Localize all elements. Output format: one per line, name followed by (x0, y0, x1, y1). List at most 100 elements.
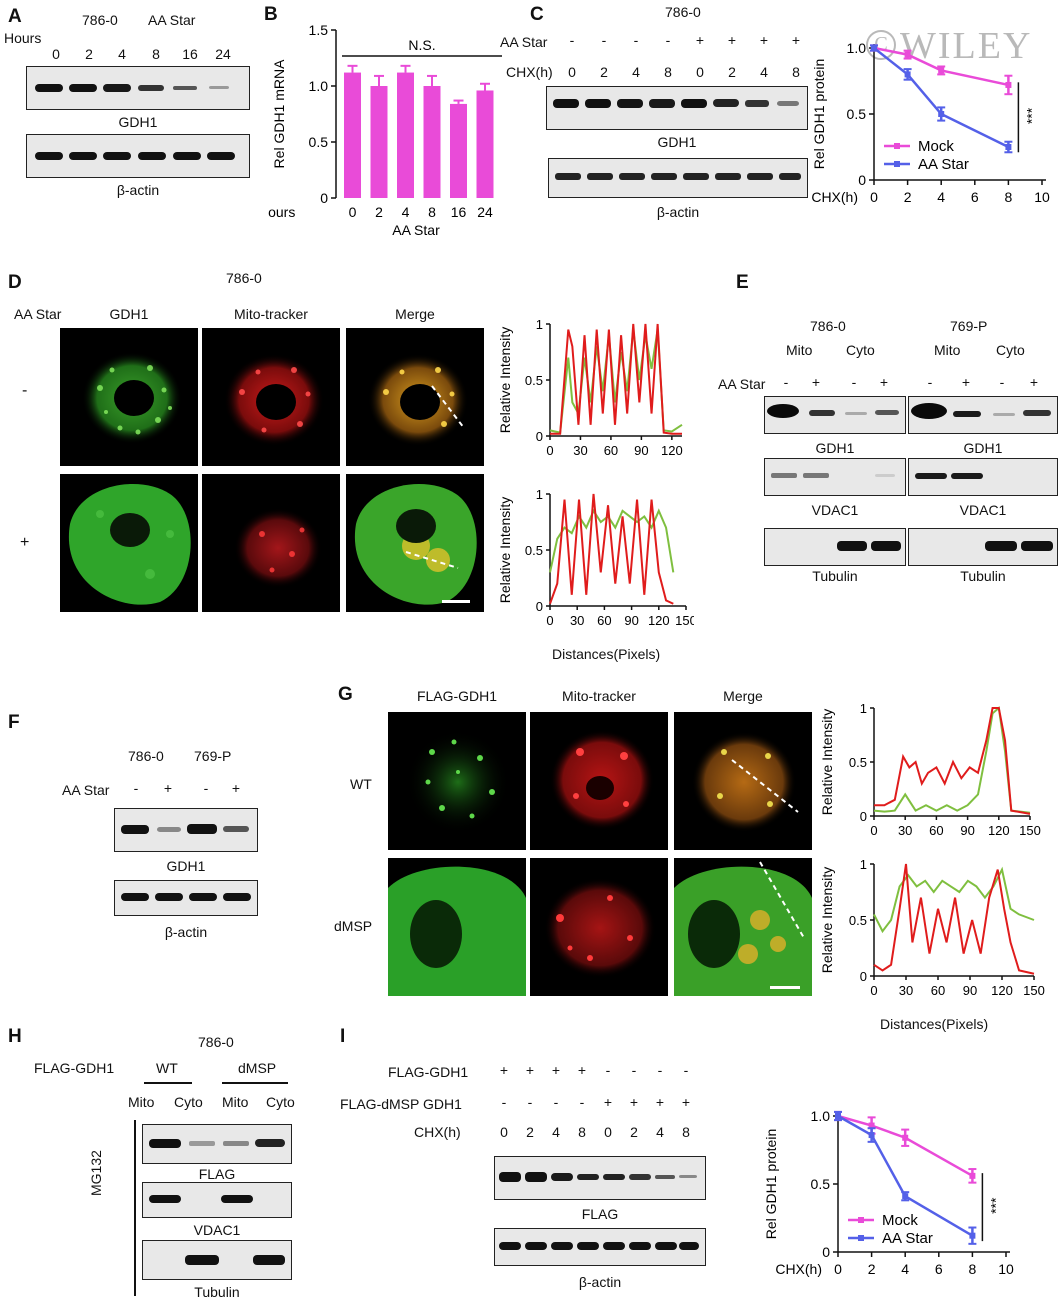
y-tick-label: 0.5 (849, 913, 867, 928)
flag-gdh1-row-label: FLAG-GDH1 (388, 1064, 469, 1080)
western-blot-actin (26, 134, 250, 178)
blot-label: GDH1 (118, 114, 158, 130)
y-tick-label: 0.5 (811, 1176, 831, 1192)
blot-bands (985, 541, 1053, 551)
legend-label: Mock (882, 1212, 918, 1229)
line-chart-rel-gdh1-protein-c: 0 0.5 1.0 0 2 4 6 8 10 CHX(h) Rel GDH1 protein Mock… (811, 40, 1050, 205)
western-blot-vdac1-769-p (908, 458, 1058, 496)
x-tick-label: 150 (1023, 983, 1045, 998)
chx-time: 2 (630, 1124, 638, 1140)
aa-star-sign: - (601, 32, 607, 48)
blot-bands (35, 152, 235, 160)
blot-label: VDAC1 (193, 1222, 241, 1238)
series-line (837, 1114, 974, 1177)
panel-letter: F (8, 712, 20, 733)
flag-dmsp-sign: + (629, 1094, 639, 1110)
western-blot-gdh1 (546, 86, 808, 130)
micrograph-merge-dmsp (674, 858, 812, 996)
micrograph-merge-wt (674, 712, 812, 850)
chx-time: 0 (568, 64, 576, 80)
aa-star-sign: + (1029, 374, 1039, 390)
hour-tick: 24 (215, 46, 231, 62)
western-blot-actin (114, 880, 258, 916)
western-blot-gdh1 (114, 808, 258, 852)
flag-dmsp-sign: + (681, 1094, 691, 1110)
blot-bands (555, 173, 801, 180)
x-tick-label: 8 (428, 204, 436, 220)
x-tick-label: 10 (998, 1261, 1014, 1277)
y-tick-label: 0 (858, 172, 866, 188)
y-tick-label: 1 (536, 317, 543, 332)
x-tick-label: 60 (931, 983, 945, 998)
legend-marker (858, 1217, 864, 1223)
column-label: Merge (723, 688, 763, 704)
western-blot-vdac1-786-0 (764, 458, 906, 496)
blot-bands (35, 84, 229, 92)
aa-star-sign: - (665, 32, 671, 48)
x-axis-label: AA Star (392, 222, 440, 238)
column-label: Merge (395, 306, 435, 322)
aa-star-sign: + (727, 32, 737, 48)
blot-label: GDH1 (815, 440, 855, 456)
micrograph-mitotracker-wt (530, 712, 668, 850)
x-prefix-label: Hours (268, 204, 295, 220)
y-axis-label: Rel GDH1 mRNA (271, 59, 287, 169)
y-axis-label: Relative Intensity (819, 709, 835, 816)
significance-label: *** (1023, 107, 1039, 124)
data-point (871, 45, 877, 51)
chx-time: 2 (526, 1124, 534, 1140)
fraction-label: Cyto (996, 342, 1025, 358)
micrograph-gdh1-untreated (60, 328, 198, 466)
fraction-label: Mito (786, 342, 813, 358)
chx-time: 8 (682, 1124, 690, 1140)
western-blot-tubulin-786-0 (764, 528, 906, 566)
blot-bands (121, 824, 249, 834)
row-label: dMSP (334, 918, 373, 934)
flag-gdh1-label: FLAG-GDH1 (34, 1060, 115, 1076)
x-tick-label: 6 (935, 1261, 943, 1277)
data-point (902, 1193, 909, 1200)
western-blot-gdh1-786-0 (764, 396, 906, 434)
line-chart-rel-gdh1-protein-i: 0 0.5 1.0 0 2 4 6 8 10 CHX(h) Rel GDH1 protein Mock… (763, 1108, 1014, 1277)
intensity-line (550, 323, 682, 435)
fraction-label: Mito (934, 342, 961, 358)
flag-dmsp-sign: - (527, 1094, 533, 1110)
intensity-line (549, 493, 674, 605)
series-line (873, 47, 1009, 149)
y-tick-label: 1 (860, 857, 867, 872)
y-axis-label: Relative Intensity (497, 327, 513, 434)
flag-dmsp-sign: + (655, 1094, 665, 1110)
x-tick-label: 150 (1019, 823, 1041, 838)
hour-tick: 0 (52, 46, 60, 62)
blot-label: GDH1 (657, 134, 697, 150)
flag-dmsp-sign: - (579, 1094, 585, 1110)
micrograph-gdh1-aa-star (60, 474, 198, 612)
treatment-label: AA Star (148, 12, 196, 28)
y-tick-label: 1.0 (309, 78, 329, 94)
western-blot-actin (548, 158, 808, 198)
flag-gdh1-sign: - (631, 1062, 637, 1078)
x-tick-label: 8 (1005, 189, 1013, 205)
blot-bands (499, 1172, 697, 1182)
bar (450, 103, 467, 198)
x-tick-label: 30 (899, 983, 913, 998)
aa-star-sign: + (759, 32, 769, 48)
mg132-label: MG132 (88, 1150, 104, 1196)
chx-row-label: CHX(h) (506, 64, 553, 80)
y-tick-label: 1.0 (811, 1108, 831, 1124)
data-point (1005, 81, 1012, 88)
fraction-label: Cyto (846, 342, 875, 358)
bar (344, 72, 361, 198)
x-tick-label: 90 (634, 443, 648, 458)
flag-gdh1-sign: - (657, 1062, 663, 1078)
flag-gdh1-sign: + (551, 1062, 561, 1078)
cell-line-label: 769-P (194, 748, 232, 764)
x-tick-label: 120 (991, 983, 1013, 998)
blot-bands (149, 1195, 253, 1203)
y-tick-label: 0 (536, 599, 543, 614)
blot-label: VDAC1 (811, 502, 859, 518)
y-tick-label: 0.5 (309, 134, 329, 150)
x-tick-label: 4 (937, 189, 945, 205)
intensity-line (549, 508, 675, 573)
data-point (868, 1132, 875, 1139)
